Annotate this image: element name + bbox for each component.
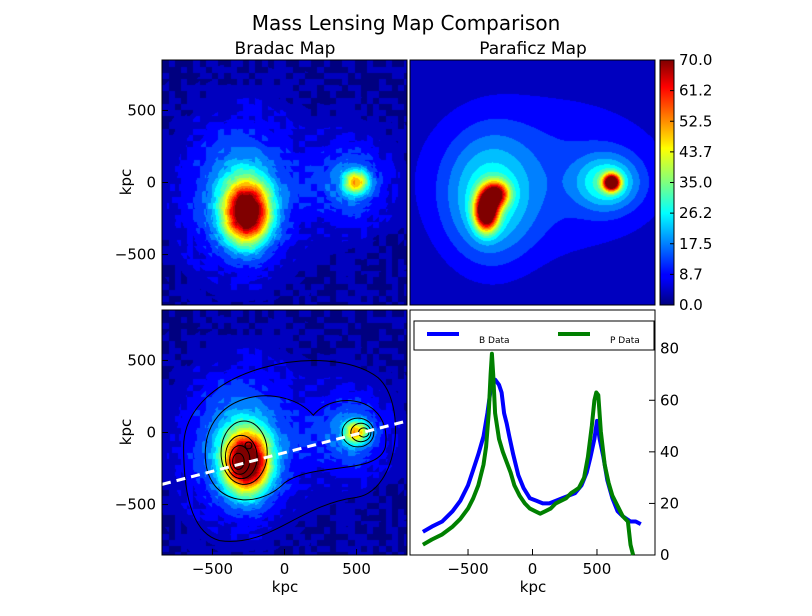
contour-line [229,444,251,475]
profile-ytick-label: 60 [660,391,679,409]
mid-contour [204,395,387,501]
profile-xtick-label: 0 [528,560,538,578]
bradac-ytick-label: 500 [127,101,156,119]
contour-line [341,417,375,448]
contour-ytick-label: 500 [127,351,156,369]
bradac-ylabel: kpc [117,169,135,195]
contour-line [224,434,258,480]
bradac-ytick-label: −500 [115,246,156,264]
paraficz-map-title: Paraficz Map [479,39,587,59]
profile-ytick-label: 40 [660,443,679,461]
figure-title: Mass Lensing Map Comparison [252,11,561,35]
colorbar-tick-label: 8.7 [679,265,703,283]
contour-line [220,420,268,485]
colorbar-tick-label: 70.0 [679,51,712,69]
profile-lines [421,351,642,556]
bradac-y-axis: 500 0 −500 [115,101,168,264]
profile-ytick-label: 20 [660,494,679,512]
colorbar-tick-label: 35.0 [679,174,712,192]
legend-label-b-data: B Data [479,336,510,346]
paraficz-heatmap [410,60,655,305]
contour-line [232,452,245,470]
colorbar-tick-label: 17.5 [679,235,712,253]
profile-axes: −500 0 500 0 20 40 60 80 [447,340,679,578]
contour-overlay [183,360,396,542]
profile-xtick-label: 500 [583,560,612,578]
contour-xlabel: kpc [272,578,298,596]
bradac-heatmap [162,60,407,305]
profile-ytick-label: 0 [660,546,670,564]
colorbar-tick-label: 26.2 [679,204,712,222]
legend-label-p-data: P Data [610,336,640,346]
profile-legend: B Data P Data [413,320,655,351]
bradac-map-title: Bradac Map [235,39,336,59]
colorbar-ticks: 70.0 61.2 52.5 43.7 35.0 26.2 17.5 8.7 0.0 [670,51,712,314]
contour-xtick-label: −500 [192,560,233,578]
contour-xtick-label: 500 [342,560,371,578]
paraficz-frame [409,59,656,306]
profile-xlabel: kpc [520,578,546,596]
bradac-ytick-label: 0 [146,174,156,192]
bradac-contour-heatmap [162,310,407,555]
contour-line [350,422,372,443]
colorbar-tick-label: 61.2 [679,82,712,100]
colorbar-tick-label: 0.0 [679,296,703,314]
cut-line [161,419,408,486]
contour-xtick-label: 0 [280,560,290,578]
contour-ylabel: kpc [117,419,135,445]
contour-line [244,441,253,450]
outer-contour [183,360,396,542]
profile-ytick-label: 80 [660,340,679,358]
contour-ytick-label: 0 [146,424,156,442]
contour-ytick-label: −500 [115,496,156,514]
colorbar-tick-label: 52.5 [679,112,712,130]
colorbar-tick-label: 43.7 [679,143,712,161]
series-line-p-data [421,351,636,556]
contour-axes: 500 0 −500 −500 0 500 [115,351,371,578]
profile-xtick-label: −500 [447,560,488,578]
